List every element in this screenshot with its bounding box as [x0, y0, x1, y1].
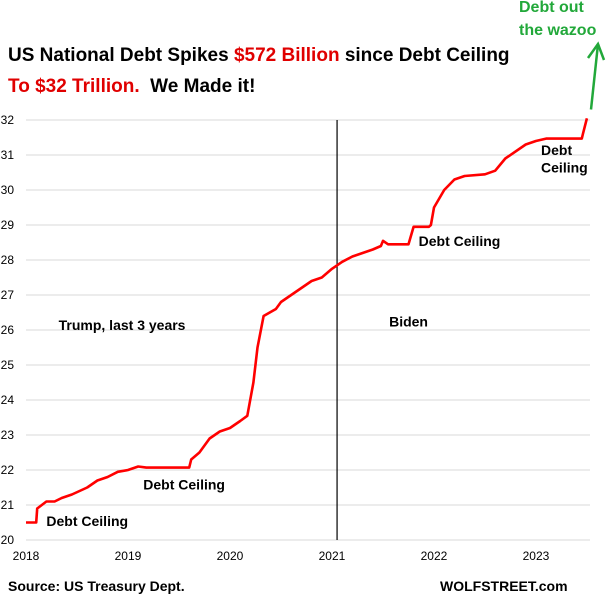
- y-tick-label: 26: [1, 323, 15, 337]
- x-tick-label: 2021: [319, 549, 346, 563]
- y-tick-label: 30: [1, 183, 15, 197]
- title-part-1: US National Debt Spikes: [8, 45, 234, 66]
- y-tick-label: 21: [1, 498, 15, 512]
- annotation-label: Ceiling: [541, 160, 588, 176]
- wazoo-arrowhead: [586, 41, 606, 61]
- y-tick-label: 32: [1, 113, 15, 127]
- x-tick-label: 2018: [13, 549, 40, 563]
- debt-series-line: [26, 117, 589, 524]
- chart-title-line1: US National Debt Spikes $572 Billion sin…: [8, 45, 510, 67]
- y-tick-label: 24: [1, 393, 15, 407]
- chart-title-line2: To $32 Trillion. We Made it!: [8, 76, 255, 98]
- wazoo-label-line1: Debt out: [519, 0, 584, 16]
- y-tick-label: 23: [1, 428, 15, 442]
- title-part-3: since Debt Ceiling: [339, 45, 510, 66]
- x-tick-label: 2019: [115, 549, 142, 563]
- y-tick-label: 29: [1, 218, 15, 232]
- x-tick-label: 2020: [217, 549, 244, 563]
- annotation-label: Biden: [389, 314, 428, 330]
- y-tick-label: 28: [1, 253, 15, 267]
- annotation-label: Debt Ceiling: [419, 233, 501, 249]
- x-tick-label: 2023: [523, 549, 550, 563]
- title-highlight-trillion: To $32 Trillion.: [8, 76, 140, 97]
- annotation-label: Debt Ceiling: [143, 476, 225, 492]
- annotation-label: Debt Ceiling: [46, 513, 128, 529]
- site-credit: WOLFSTREET.com: [440, 578, 568, 594]
- title-highlight-billion: $572 Billion: [233, 45, 340, 66]
- wazoo-label-line2: the wazoo: [519, 22, 597, 39]
- wazoo-arrow: [589, 43, 600, 110]
- x-tick-label: 2022: [421, 549, 448, 563]
- y-tick-label: 27: [1, 288, 15, 302]
- annotation-label: Trump, last 3 years: [59, 317, 186, 333]
- annotation-label: Debt: [541, 142, 572, 158]
- title-made-it: We Made it!: [139, 76, 256, 97]
- y-tick-label: 25: [1, 358, 15, 372]
- y-tick-label: 22: [1, 463, 15, 477]
- source-note: Source: US Treasury Dept.: [8, 578, 185, 594]
- y-tick-label: 31: [1, 148, 15, 162]
- y-tick-label: 20: [1, 533, 15, 547]
